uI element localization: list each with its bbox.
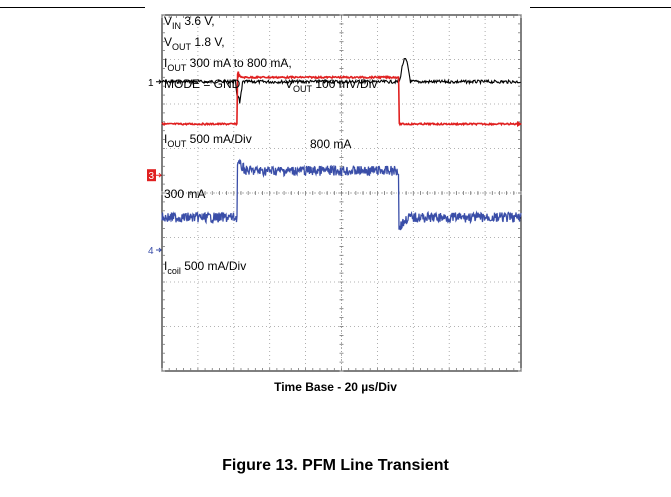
trigger-level-marker xyxy=(517,121,522,128)
channel-arrow xyxy=(156,247,162,253)
figure-box xyxy=(145,5,530,415)
annotation-high_level: 800 mA xyxy=(310,137,351,151)
iout-trace xyxy=(161,71,521,127)
annotations: VIN 3.6 V, VOUT 1.8 V, IOUT 300 mA to 800 … xyxy=(164,14,377,276)
annotation-vout_scale: VOUT 100 mV/Div xyxy=(285,77,377,94)
annotation-vout: VOUT 1.8 V, xyxy=(164,35,225,52)
x-axis-label: Time Base - 20 µs/Div xyxy=(274,380,397,394)
channel-arrow xyxy=(156,79,162,85)
vout-trace xyxy=(161,57,521,104)
annotation-low_level: 300 mA xyxy=(164,187,205,201)
annotation-vin: VIN 3.6 V, xyxy=(164,14,215,31)
channel-markers: 1 3 4 xyxy=(147,78,522,257)
grid xyxy=(161,14,522,372)
annotation-iout_scale: IOUT 500 mA/Div xyxy=(164,132,252,149)
channel-marker-label: 3 xyxy=(149,171,155,182)
traces xyxy=(161,57,522,231)
channel-marker-label: 4 xyxy=(148,246,154,257)
figure-caption: Figure 13. PFM Line Transient xyxy=(222,457,449,474)
annotation-icoil_scale: Icoil 500 mA/Div xyxy=(164,259,246,276)
channel-arrow xyxy=(156,172,162,178)
icoil-trace xyxy=(161,158,522,231)
annotation-iout: IOUT 300 mA to 800 mA, xyxy=(164,56,292,73)
channel-marker-label: 1 xyxy=(148,78,154,89)
channel-3-marker-bg xyxy=(147,169,156,182)
annotation-mode: MODE = GND xyxy=(164,77,241,91)
